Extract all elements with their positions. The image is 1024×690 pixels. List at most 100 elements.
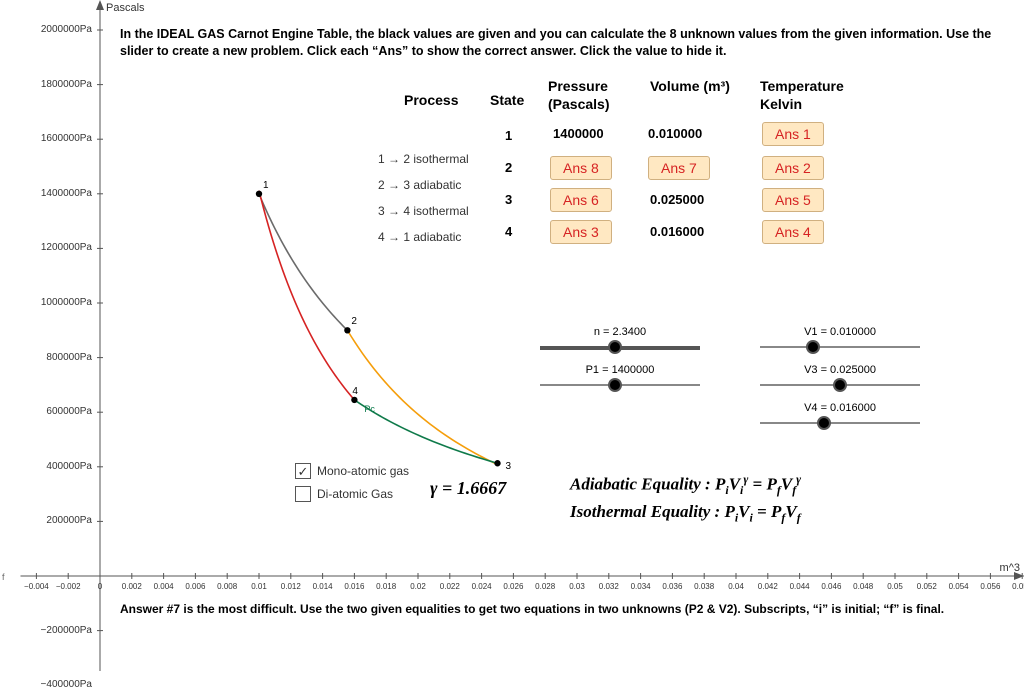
col-header-temperature: Temperature Kelvin [760,78,870,113]
y-tick-label: 1800000Pa [22,79,92,90]
state-point-1 [256,191,262,197]
slider-V1[interactable]: V1 = 0.010000 [760,342,920,362]
slider-n-thumb[interactable] [608,340,622,354]
slider-V3-thumb[interactable] [833,378,847,392]
checkbox-di-label: Di-atomic Gas [317,487,393,501]
state-point-2 [344,327,350,333]
x-tick-label: 0.002 [122,582,142,591]
x-tick-label: 0.014 [313,582,333,591]
y-axis-title: Pascals [106,2,145,14]
y-tick-label: 800000Pa [22,352,92,363]
state-point-4 [351,397,357,403]
slider-V1-track[interactable] [760,346,920,348]
checkbox-di[interactable]: Di-atomic Gas [295,486,393,502]
adiabatic-equality: Adiabatic Equality : PiViγ = PfVfγ [570,470,801,500]
root: Pascals m^3 f In the IDEAL GAS Carnot En… [0,0,1024,671]
ans-6-button[interactable]: Ans 6 [550,188,612,212]
x-tick-label: 0.042 [758,582,778,591]
y-tick-label: 200000Pa [22,515,92,526]
bottom-note: Answer #7 is the most difficult. Use the… [120,602,1000,616]
y-tick-label: 1600000Pa [22,133,92,144]
cell-v4[interactable]: 0.016000 [650,224,704,239]
state-label-1: 1 [505,128,512,143]
slider-n[interactable]: n = 2.3400 [540,342,700,362]
slider-P1[interactable]: P1 = 1400000 [540,380,700,400]
x-tick-label: −0.002 [56,582,81,591]
process-label-41: 4 → 1 adiabatic [378,230,461,244]
x-tick-label: 0.046 [821,582,841,591]
x-tick-label: 0.054 [949,582,969,591]
ans-3-button[interactable]: Ans 3 [550,220,612,244]
slider-n-label: n = 2.3400 [594,326,646,338]
cell-p1[interactable]: 1400000 [553,126,604,141]
process-label-12: 1 → 2 isothermal [378,152,469,166]
checkbox-mono-box[interactable]: ✓ [295,463,311,479]
y-tick-label: 2000000Pa [22,24,92,35]
x-tick-label: −0.004 [24,582,49,591]
state-point-label-3: 3 [506,461,512,472]
x-tick-label: 0.024 [472,582,492,591]
x-tick-label: 0.022 [440,582,460,591]
ans-2-button[interactable]: Ans 2 [762,156,824,180]
x-tick-label: 0.008 [217,582,237,591]
x-tick-label: 0.02 [410,582,426,591]
slider-V4-thumb[interactable] [817,416,831,430]
slider-V4-label: V4 = 0.016000 [804,402,876,414]
ans-5-button[interactable]: Ans 5 [762,188,824,212]
cell-v1[interactable]: 0.010000 [648,126,702,141]
ans-7-button[interactable]: Ans 7 [648,156,710,180]
slider-P1-label: P1 = 1400000 [586,364,655,376]
instructions-text: In the IDEAL GAS Carnot Engine Table, th… [120,26,1010,60]
ans-4-button[interactable]: Ans 4 [762,220,824,244]
ans-8-button[interactable]: Ans 8 [550,156,612,180]
x-tick-label: 0.034 [631,582,651,591]
col-header-state: State [490,92,524,108]
x-tick-label: 0.04 [728,582,744,591]
x-tick-label: 0.004 [154,582,174,591]
checkbox-mono-label: Mono-atomic gas [317,464,409,478]
checkbox-di-box[interactable] [295,486,311,502]
y-tick-label: 400000Pa [22,461,92,472]
y-tick-label: −400000Pa [22,679,92,690]
ans-1-button[interactable]: Ans 1 [762,122,824,146]
pc-label: Pc [364,404,375,414]
x-tick-label: 0.03 [569,582,585,591]
x-tick-label: 0 [98,582,102,591]
x-tick-label: 0.058 [1012,582,1024,591]
x-tick-label: 0.036 [662,582,682,591]
y-tick-label: −200000Pa [22,625,92,636]
x-tick-label: 0.032 [599,582,619,591]
col-header-process: Process [404,92,458,108]
slider-V4[interactable]: V4 = 0.016000 [760,418,920,438]
state-label-2: 2 [505,160,512,175]
x-tick-label: 0.048 [853,582,873,591]
x-tick-label: 0.05 [887,582,903,591]
slider-P1-thumb[interactable] [608,378,622,392]
process-label-23: 2 → 3 adiabatic [378,178,461,192]
isothermal-equality: Isothermal Equality : PiVi = PfVf [570,498,801,527]
state-label-3: 3 [505,192,512,207]
y-tick-label: 1000000Pa [22,297,92,308]
isothermal-equality-label: Isothermal Equality : [570,502,720,521]
slider-V1-label: V1 = 0.010000 [804,326,876,338]
curve-12 [259,194,347,331]
x-tick-label: 0.016 [344,582,364,591]
slider-V1-thumb[interactable] [806,340,820,354]
state-point-label-2: 2 [351,316,357,327]
cell-v3[interactable]: 0.025000 [650,192,704,207]
slider-V4-track[interactable] [760,422,920,424]
x-tick-label: 0.018 [376,582,396,591]
gamma-value: γ = 1.6667 [430,478,506,499]
x-tick-label: 0.028 [535,582,555,591]
x-tick-label: 0.044 [790,582,810,591]
slider-V3[interactable]: V3 = 0.025000 [760,380,920,400]
x-tick-label: 0.026 [503,582,523,591]
col-header-volume: Volume (m³) [650,78,730,96]
checkbox-mono[interactable]: ✓ Mono-atomic gas [295,463,409,479]
y-tick-label: 600000Pa [22,406,92,417]
curve-23 [347,330,497,464]
x-tick-label: 0.012 [281,582,301,591]
col-header-pressure: Pressure (Pascals) [548,78,638,113]
state-point-label-1: 1 [263,180,269,191]
y-tick-label: 1400000Pa [22,188,92,199]
